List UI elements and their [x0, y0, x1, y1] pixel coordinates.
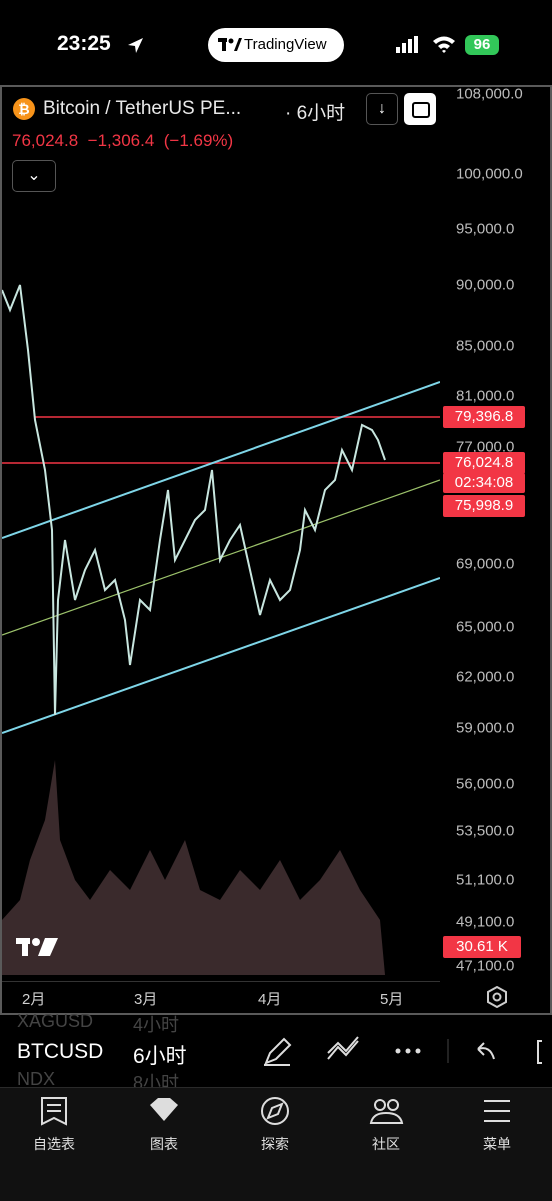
price-badge: 79,396.8 — [443, 406, 525, 428]
price-label: 85,000.0 — [456, 337, 515, 355]
app-name: TradingView — [244, 36, 327, 53]
price-label: 53,500.0 — [456, 822, 515, 840]
interval[interactable]: 6小时 — [133, 1045, 187, 1068]
tv-logo — [218, 38, 242, 51]
nav-explore[interactable]: 探索 — [261, 1136, 289, 1152]
price-label: 51,100.0 — [456, 871, 515, 889]
status-time: 23:25 — [57, 32, 111, 55]
date-label: 5月 — [380, 991, 404, 1008]
volume-area — [2, 760, 385, 975]
price-label: 62,000.0 — [456, 668, 515, 686]
settings-icon[interactable] — [486, 986, 508, 1008]
chart-frame — [0, 85, 552, 1015]
app-pill[interactable]: TradingView — [208, 28, 344, 62]
price-badge: 75,998.9 — [443, 495, 525, 517]
price-info: 76,024.8 −1,306.4 (−1.69%) — [12, 131, 233, 151]
nav-community[interactable]: 社区 — [372, 1136, 400, 1152]
download-button[interactable]: ↓ — [366, 93, 398, 125]
price-label: 56,000.0 — [456, 775, 515, 793]
svg-text:₿: ₿ — [18, 101, 29, 117]
btc-icon: ₿ — [13, 98, 35, 120]
price-label: 77,000.0 — [456, 438, 515, 456]
price-path — [2, 284, 386, 716]
wifi-icon — [433, 36, 455, 53]
price-label: 90,000.0 — [456, 276, 515, 294]
channel-top — [2, 381, 440, 539]
symbol[interactable]: BTCUSD — [17, 1040, 104, 1063]
date-label: 4月 — [258, 991, 282, 1008]
change: −1,306.4 — [87, 131, 155, 150]
price-label: 100,000.0 — [456, 165, 523, 183]
collapse-button[interactable]: ⌄ — [12, 160, 56, 192]
price-label: 65,000.0 — [456, 618, 515, 636]
toolbar-icons[interactable] — [262, 1035, 542, 1067]
price-label: 49,100.0 — [456, 913, 515, 931]
price-label: 81,000.0 — [456, 387, 515, 405]
nav-chart[interactable]: 图表 — [150, 1136, 178, 1152]
price-label: 59,000.0 — [456, 719, 515, 737]
interval[interactable]: · 6小时 — [285, 103, 346, 124]
price-badge: 76,024.8 — [443, 452, 525, 474]
countdown-badge: 02:34:08 — [443, 473, 525, 493]
nav-watchlist[interactable]: 自选表 — [33, 1136, 75, 1152]
location-icon — [128, 38, 143, 53]
price-label: 69,000.0 — [456, 555, 515, 573]
chart-plot — [2, 284, 440, 975]
change-pct: (−1.69%) — [163, 131, 234, 150]
time-axis-line — [2, 981, 440, 982]
tv-watermark — [16, 938, 58, 956]
price-label: 95,000.0 — [456, 220, 515, 238]
nav-icons — [41, 1097, 510, 1126]
signal-icon — [396, 36, 418, 53]
symbol-faded: NDX — [17, 1069, 56, 1089]
date-label: 2月 — [22, 991, 46, 1008]
price-label: 108,000.0 — [456, 85, 523, 103]
symbol-faded: XAGUSD — [17, 1011, 94, 1031]
price-label: 47,100.0 — [456, 957, 515, 975]
replay-button[interactable] — [404, 93, 436, 125]
interval-faded: 4小时 — [133, 1015, 180, 1035]
battery: 96 — [465, 35, 499, 55]
last-price: 76,024.8 — [12, 131, 79, 150]
volume-badge: 30.61 K — [443, 936, 521, 958]
nav-menu[interactable]: 菜单 — [483, 1136, 511, 1152]
symbol-name[interactable]: Bitcoin / TetherUS PE... — [43, 98, 242, 119]
channel-bottom — [2, 577, 440, 734]
date-label: 3月 — [134, 991, 158, 1008]
